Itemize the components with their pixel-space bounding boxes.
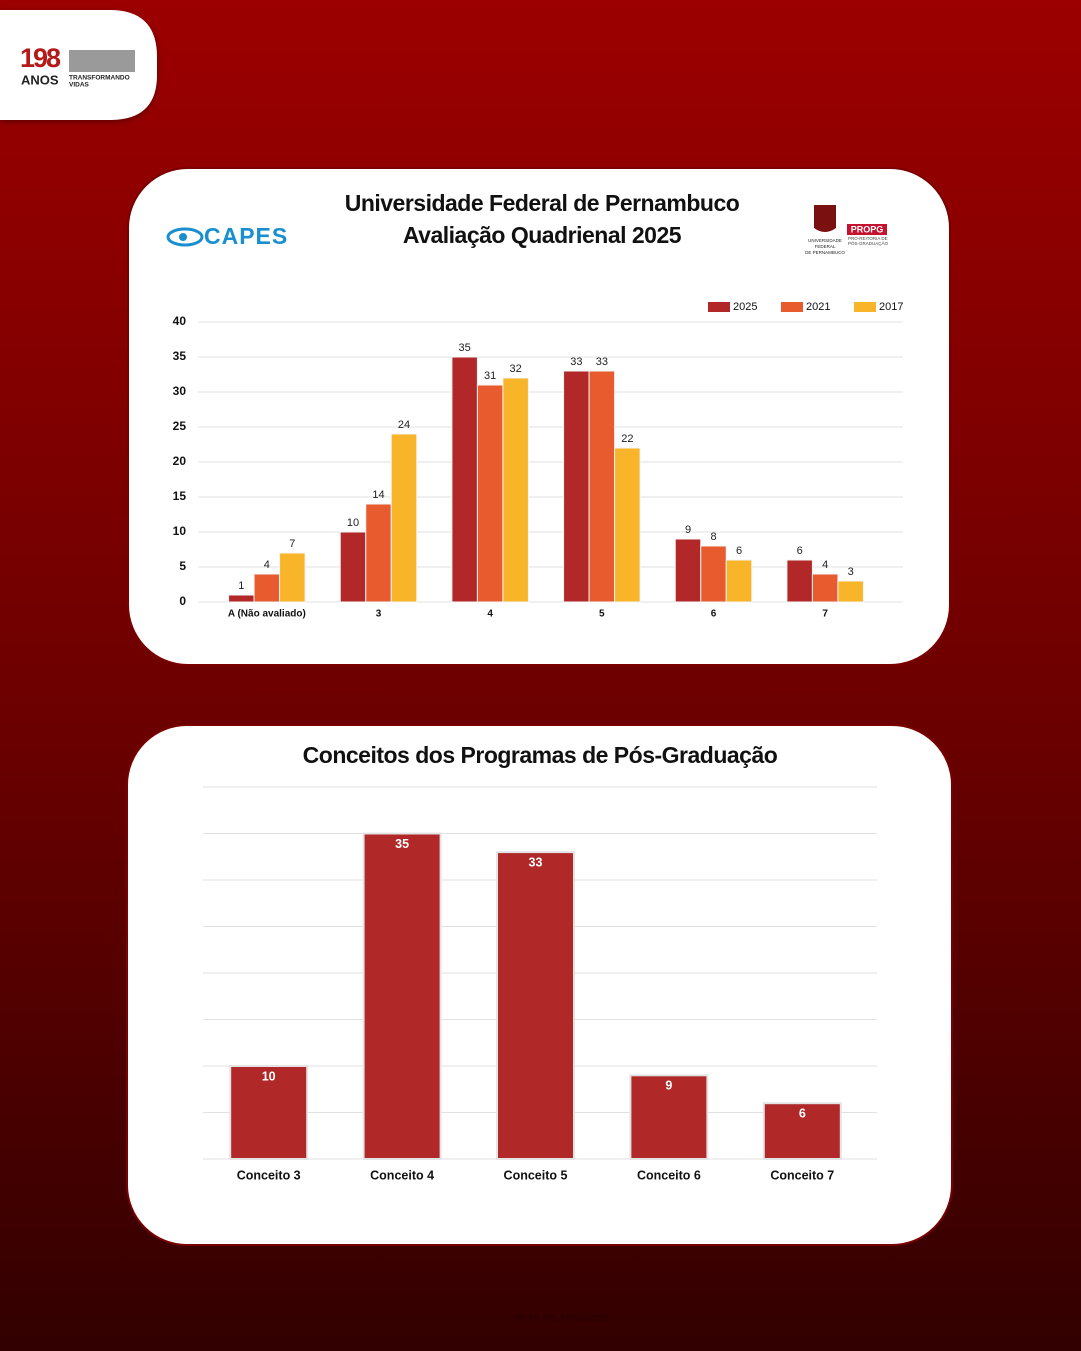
propg-box [847, 224, 887, 235]
capes-icon [179, 233, 187, 241]
y-tick-label: 25 [173, 419, 187, 433]
x-tick-label: 5 [599, 609, 605, 620]
value-label: 14 [372, 489, 384, 501]
badge-number: 198 [20, 43, 61, 73]
value-label: 8 [710, 531, 716, 543]
value-label: 33 [529, 855, 543, 869]
bar [365, 503, 392, 603]
x-tick-label: A (Não avaliado) [228, 609, 306, 620]
bar [629, 1074, 709, 1161]
bar [811, 573, 839, 603]
bar [229, 1065, 309, 1160]
chart-title: Conceitos dos Programas de Pós-Graduação [303, 742, 778, 768]
bar [451, 356, 478, 603]
bar [339, 531, 367, 603]
bar [279, 552, 306, 603]
badge-slogan: TRANSFORMANDO [69, 75, 130, 82]
x-tick-label: Conceito 4 [370, 1168, 434, 1182]
value-label: 32 [510, 363, 522, 375]
x-tick-label: 6 [711, 609, 717, 620]
legend-label: 2017 [879, 301, 903, 313]
ufpe-text: UNIVERSIDADE [808, 238, 842, 243]
bar [476, 384, 504, 603]
value-label: 35 [459, 342, 471, 354]
y-tick-label: 5 [179, 559, 186, 573]
chart-title: Universidade Federal de Pernambuco [345, 190, 740, 216]
value-label: 31 [484, 370, 496, 382]
x-tick-label: 7 [822, 609, 828, 620]
bar [674, 538, 702, 603]
x-tick-label: 4 [487, 609, 493, 620]
bar [228, 594, 255, 603]
propg-text: PRÓ-REITORIA DE [848, 235, 888, 241]
card [127, 167, 951, 666]
legend-swatch [854, 302, 876, 312]
bar [725, 559, 753, 603]
value-label: 4 [822, 559, 828, 571]
bar [362, 832, 442, 1160]
badge-slogan: VIDAS [69, 82, 90, 89]
value-label: 9 [665, 1079, 672, 1093]
y-tick-label: 35 [173, 349, 187, 363]
bar [563, 370, 590, 603]
value-label: 33 [596, 356, 608, 368]
badge-building [69, 50, 135, 72]
propg-logo: PROPG [851, 224, 884, 234]
value-label: 10 [347, 517, 359, 529]
y-tick-label: 0 [179, 594, 186, 608]
capes-icon [166, 227, 204, 247]
ufpe-text: FEDERAL [815, 244, 836, 249]
badge-word: ANOS [21, 72, 59, 87]
y-tick-label: 30 [173, 384, 187, 398]
value-label: 33 [570, 356, 582, 368]
value-label: 1 [238, 580, 244, 592]
ufpe-text: DE PERNAMBUCO [805, 250, 845, 255]
value-label: 4 [264, 559, 270, 571]
value-label: 3 [848, 566, 854, 578]
x-tick-label: Conceito 6 [637, 1168, 701, 1182]
bar [700, 545, 727, 603]
bar [786, 559, 813, 603]
value-label: 6 [797, 545, 803, 557]
value-label: 22 [621, 433, 633, 445]
bar [762, 1102, 842, 1160]
value-label: 9 [685, 524, 691, 536]
x-tick-label: Conceito 7 [770, 1168, 834, 1182]
bar [614, 447, 641, 603]
value-label: 6 [736, 545, 742, 557]
value-label: 10 [262, 1069, 276, 1083]
ufpe-crest [814, 205, 836, 232]
y-tick-label: 15 [173, 489, 187, 503]
bar [253, 573, 281, 603]
bar [837, 580, 864, 603]
value-label: 35 [395, 837, 409, 851]
bar [496, 851, 575, 1160]
legend-label: 2025 [733, 301, 757, 313]
bar [588, 370, 616, 603]
y-tick-label: 40 [173, 314, 187, 328]
legend-label: 2021 [806, 301, 830, 313]
y-tick-label: 10 [173, 524, 187, 538]
x-tick-label: Conceito 5 [504, 1168, 568, 1182]
legend-swatch [708, 302, 730, 312]
bar [502, 377, 529, 603]
bar [390, 433, 418, 603]
y-tick-label: 20 [173, 454, 187, 468]
capes-logo: CAPES [204, 223, 288, 249]
value-label: 7 [289, 538, 295, 550]
value-label: 24 [398, 419, 410, 431]
footer-label: Nota de Avaliação [515, 1312, 609, 1324]
legend-swatch [781, 302, 803, 312]
x-tick-label: Conceito 3 [237, 1168, 301, 1182]
propg-text: PÓS-GRADUAÇÃO [848, 240, 889, 246]
value-label: 6 [799, 1106, 806, 1120]
chart-subtitle: Avaliação Quadrienal 2025 [403, 222, 682, 248]
x-tick-label: 3 [376, 609, 382, 620]
